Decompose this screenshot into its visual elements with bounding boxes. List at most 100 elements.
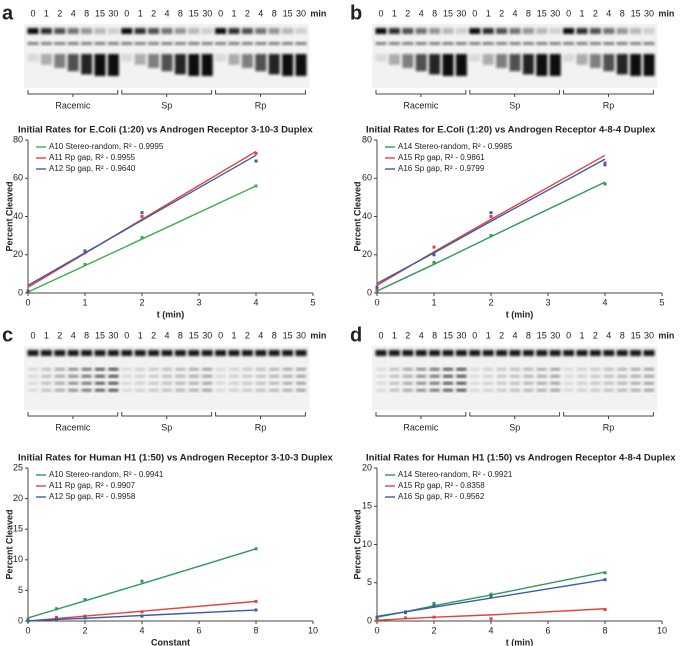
gel-band (643, 42, 655, 45)
gel-band (255, 54, 267, 72)
gel-band (161, 42, 173, 45)
gel-band (202, 382, 213, 385)
gel-band (255, 368, 266, 371)
lane-label: 8 (178, 8, 183, 18)
gel-band (134, 28, 146, 34)
x-tick-label: 3 (196, 297, 201, 307)
gel-band (389, 389, 400, 392)
gel-band (402, 382, 413, 385)
unit-label: min (658, 8, 674, 18)
gel-band (174, 28, 186, 34)
group-label: Racemic (55, 100, 91, 110)
gel-band (429, 389, 440, 392)
group-label: Sp (161, 422, 172, 432)
gel-band (68, 375, 79, 378)
bracket (215, 90, 306, 97)
x-tick-label: 5 (659, 297, 664, 307)
gel-band (54, 28, 66, 34)
gel-band (255, 375, 266, 378)
y-tick-label: 0 (367, 287, 372, 297)
gel-band (175, 375, 186, 378)
group-label: Sp (161, 100, 172, 110)
gel-band (28, 389, 38, 392)
legend-label: A10 Stereo-random, R² - 0.9941 (49, 470, 164, 479)
bracket (27, 412, 119, 419)
gel-band (228, 54, 240, 65)
gel-band (456, 368, 467, 371)
bracket (469, 90, 561, 97)
gel-band (455, 350, 467, 356)
chart-title: Initial Rates for E.Coli (1:20) vs Andro… (18, 125, 313, 136)
lane-label: 8 (272, 8, 277, 18)
lane-label: 1 (486, 330, 491, 340)
gel-band (81, 350, 93, 356)
x-tick-label: 2 (488, 297, 493, 307)
gel-band (375, 28, 387, 34)
group-label: Rp (255, 100, 267, 110)
lane-label: 0 (378, 330, 383, 340)
gel-band (483, 382, 494, 385)
gel-band (269, 382, 280, 385)
gel-band (523, 375, 534, 378)
point (489, 595, 493, 599)
gel-band (215, 42, 227, 45)
gel-band (617, 382, 628, 385)
gel-band (509, 350, 521, 356)
gel-band (576, 350, 588, 356)
gel-band (456, 389, 467, 392)
gel-band (522, 28, 534, 34)
point (254, 547, 258, 551)
gel-band (121, 42, 133, 45)
gel-band (268, 350, 280, 356)
lane-label: 4 (164, 330, 169, 340)
panel-letter: c (2, 324, 13, 346)
gel-band (188, 54, 200, 76)
x-tick-label: 2 (431, 625, 436, 635)
lane-label: 8 (84, 330, 89, 340)
gel-band (402, 389, 413, 392)
lane-label: 8 (272, 330, 277, 340)
gel-band (95, 368, 105, 371)
gel-band (40, 54, 52, 65)
gel-band (215, 389, 226, 392)
gel-band (67, 350, 79, 356)
gel-band (94, 42, 106, 45)
gel-band (28, 375, 38, 378)
gel-band (242, 375, 253, 378)
gel-band (134, 42, 146, 45)
point (603, 161, 607, 165)
gel-band (416, 368, 427, 371)
gel-band (175, 389, 186, 392)
gel-band (644, 389, 654, 392)
gel-band (241, 28, 253, 34)
gel-band (296, 375, 306, 378)
gel-band (295, 42, 307, 45)
gel-band (54, 42, 66, 45)
y-axis-label: Percent Cleaved (352, 181, 362, 251)
point (432, 604, 436, 608)
gel-band (108, 382, 119, 385)
point (375, 619, 379, 623)
gel-band (175, 382, 186, 385)
gel-band (255, 28, 267, 34)
gel-band (282, 389, 293, 392)
gel-band (229, 375, 239, 378)
gel-band (469, 375, 480, 378)
gel-band (469, 350, 481, 356)
bracket (563, 90, 654, 97)
bracket (469, 412, 561, 419)
gel-band (94, 350, 106, 356)
gel-band (376, 389, 386, 392)
gel-band (135, 368, 146, 371)
group-label: Racemic (55, 422, 91, 432)
x-tick-label: 0 (25, 625, 30, 635)
gel-band (442, 28, 454, 34)
gel-band (589, 350, 601, 356)
gel-band (563, 389, 574, 392)
gel-band (162, 389, 172, 392)
lane-label: 30 (456, 8, 466, 18)
gel-band (482, 350, 494, 356)
y-tick-label: 40 (362, 211, 372, 221)
lane-label: 30 (296, 330, 306, 340)
fit-line (27, 185, 257, 293)
